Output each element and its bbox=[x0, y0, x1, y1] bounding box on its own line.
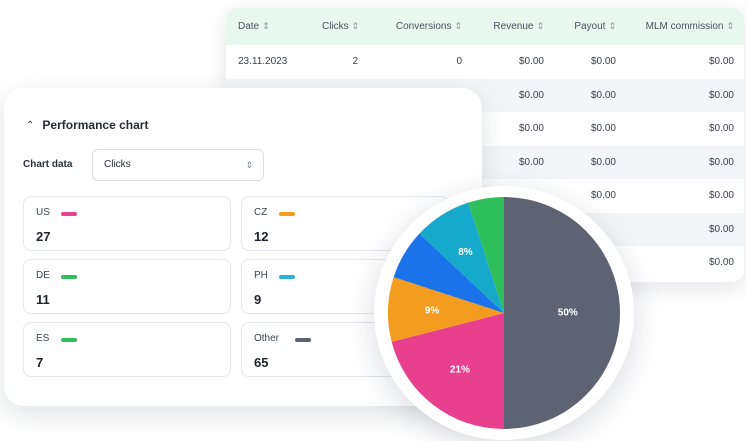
cell-mlm-commission: $0.00 bbox=[708, 190, 734, 202]
chart-data-select-value: Clicks bbox=[104, 159, 131, 170]
pie-slice[interactable] bbox=[468, 197, 504, 313]
country-value: 7 bbox=[36, 355, 44, 370]
pie-slice-label: 50% bbox=[558, 308, 578, 319]
column-header-conversions[interactable]: Conversions ⇕ bbox=[368, 8, 472, 45]
cell-revenue: $0.00 bbox=[518, 123, 544, 135]
legend-swatch bbox=[295, 338, 311, 342]
country-name: PH bbox=[254, 270, 268, 281]
table-row: $0.00 $0.00 bbox=[226, 179, 744, 213]
performance-chart-title: Performance chart bbox=[42, 118, 149, 132]
cell-clicks: 2 bbox=[352, 56, 358, 68]
country-name: ES bbox=[36, 333, 50, 344]
column-header-payout[interactable]: Payout ⇕ bbox=[554, 8, 626, 45]
legend-swatch bbox=[61, 212, 77, 216]
table-row: 23.11.2023 2 0 $0.00 $0.00 $0.00 bbox=[226, 45, 744, 79]
pie-slice-label: 9% bbox=[425, 305, 440, 316]
table-row: $0.00 bbox=[226, 246, 744, 280]
pie-slice[interactable] bbox=[388, 277, 504, 342]
sort-updown-icon[interactable]: ⇕ bbox=[351, 21, 360, 31]
column-header-mlm-commission[interactable]: MLM commission ⇕ bbox=[626, 8, 744, 45]
sort-updown-icon[interactable]: ⇕ bbox=[262, 21, 270, 31]
country-name: Other bbox=[254, 333, 280, 344]
cell-date: 23.11.2023 bbox=[238, 56, 288, 68]
pie-slice[interactable] bbox=[391, 313, 504, 429]
sort-updown-icon[interactable]: ⇕ bbox=[536, 21, 544, 31]
pie-slice-label: 21% bbox=[450, 364, 470, 375]
country-value: 65 bbox=[254, 355, 269, 370]
country-name: US bbox=[36, 207, 50, 218]
cell-mlm-commission: $0.00 bbox=[626, 78, 744, 112]
cell-revenue: $0.00 bbox=[472, 145, 554, 179]
pie-slice[interactable] bbox=[419, 202, 504, 313]
cell-payout: $0.00 bbox=[554, 78, 626, 112]
cell-mlm-commission: $0.00 bbox=[708, 257, 734, 269]
pie-slice[interactable] bbox=[393, 233, 504, 313]
country-value: 27 bbox=[36, 229, 51, 244]
sort-updown-icon[interactable]: ⇕ bbox=[454, 21, 462, 31]
chart-data-label: Chart data bbox=[23, 159, 73, 170]
cell-payout: $0.00 bbox=[590, 190, 616, 202]
legend-swatch bbox=[61, 275, 77, 279]
country-tile-us: US 27 bbox=[23, 196, 231, 251]
pie-slice-label: 8% bbox=[458, 247, 473, 258]
country-value: 12 bbox=[254, 229, 269, 244]
cell-mlm-commission: $0.00 bbox=[708, 123, 734, 135]
country-value: 9 bbox=[254, 292, 262, 307]
sort-updown-icon[interactable]: ⇕ bbox=[726, 21, 734, 31]
cell-mlm-commission: $0.00 bbox=[626, 145, 744, 179]
pie-chart-container: 50% 21% 9% 8% bbox=[374, 186, 634, 440]
legend-swatch bbox=[279, 212, 295, 216]
country-name: CZ bbox=[254, 207, 268, 218]
legend-swatch bbox=[61, 338, 77, 342]
country-tile-de: DE 11 bbox=[23, 259, 231, 314]
column-header-clicks[interactable]: Clicks ⇕ bbox=[312, 8, 368, 45]
cell-payout: $0.00 bbox=[590, 56, 616, 68]
country-tile-es: ES 7 bbox=[23, 322, 231, 377]
cell-payout: $0.00 bbox=[554, 145, 626, 179]
performance-chart-header[interactable]: ⌃ Performance chart bbox=[26, 118, 148, 132]
cell-revenue: $0.00 bbox=[472, 78, 554, 112]
chart-data-select[interactable]: Clicks ⇕ bbox=[92, 149, 264, 181]
sort-updown-icon[interactable]: ⇕ bbox=[608, 21, 616, 31]
table-row: $0.00 $0.00 $0.00 bbox=[226, 112, 744, 146]
cell-mlm-commission: $0.00 bbox=[708, 56, 734, 68]
column-header-date[interactable]: Date ⇕ bbox=[226, 8, 312, 45]
table-header-row: Date ⇕ Clicks ⇕ Conversions ⇕ Revenue ⇕ Payo… bbox=[226, 8, 744, 45]
country-name: DE bbox=[36, 270, 50, 281]
cell-revenue: $0.00 bbox=[518, 56, 544, 68]
pie-slice[interactable] bbox=[504, 197, 620, 429]
cell-conversions: 0 bbox=[456, 56, 462, 68]
legend-swatch bbox=[279, 275, 295, 279]
cell-mlm-commission: $0.00 bbox=[626, 212, 744, 246]
cell-payout: $0.00 bbox=[590, 123, 616, 135]
country-value: 11 bbox=[36, 292, 50, 307]
column-header-revenue[interactable]: Revenue ⇕ bbox=[472, 8, 554, 45]
pie-chart: 50% 21% 9% 8% bbox=[388, 197, 620, 429]
chevron-up-icon[interactable]: ⌃ bbox=[26, 119, 35, 131]
updown-icon: ⇕ bbox=[245, 160, 253, 170]
